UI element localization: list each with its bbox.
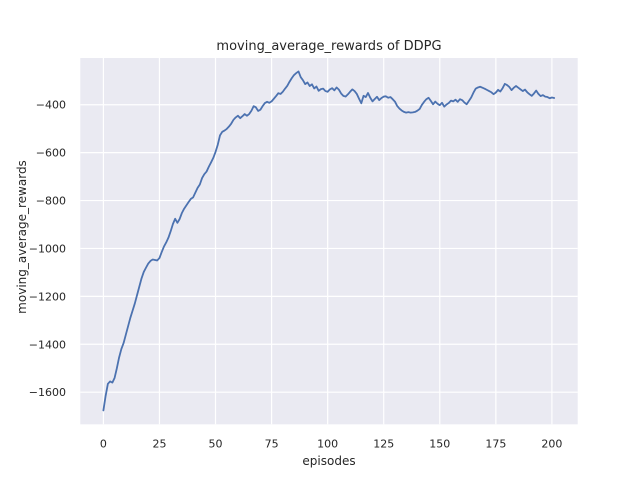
y-tick-label: −1000	[29, 242, 66, 255]
x-tick-label: 75	[265, 438, 279, 451]
y-tick-label: −1200	[29, 290, 66, 303]
series-lines	[102, 70, 556, 412]
gridlines	[80, 58, 578, 425]
chart-title: moving_average_rewards of DDPG	[216, 39, 441, 54]
x-tick-label: 150	[429, 438, 450, 451]
x-tick-labels: 0 25 50 75 100 125 150 175 200	[100, 438, 563, 451]
x-tick-label: 0	[100, 438, 107, 451]
y-tick-label: −600	[36, 147, 66, 160]
x-axis-label: episodes	[302, 454, 355, 468]
x-tick-label: 175	[485, 438, 506, 451]
y-tick-label: −800	[36, 195, 66, 208]
series-line	[102, 70, 556, 412]
x-tick-label: 25	[152, 438, 166, 451]
y-tick-label: −1400	[29, 338, 66, 351]
x-tick-label: 200	[541, 438, 562, 451]
x-tick-label: 125	[373, 438, 394, 451]
y-tick-labels: −400 −600 −800 −1000 −1200 −1400 −1600	[29, 99, 66, 399]
y-tick-label: −1600	[29, 386, 66, 399]
y-axis-label: moving_average_rewards	[15, 160, 29, 314]
axes-background	[80, 58, 578, 425]
x-tick-label: 50	[209, 438, 223, 451]
x-tick-label: 100	[317, 438, 338, 451]
y-tick-label: −400	[36, 99, 66, 112]
